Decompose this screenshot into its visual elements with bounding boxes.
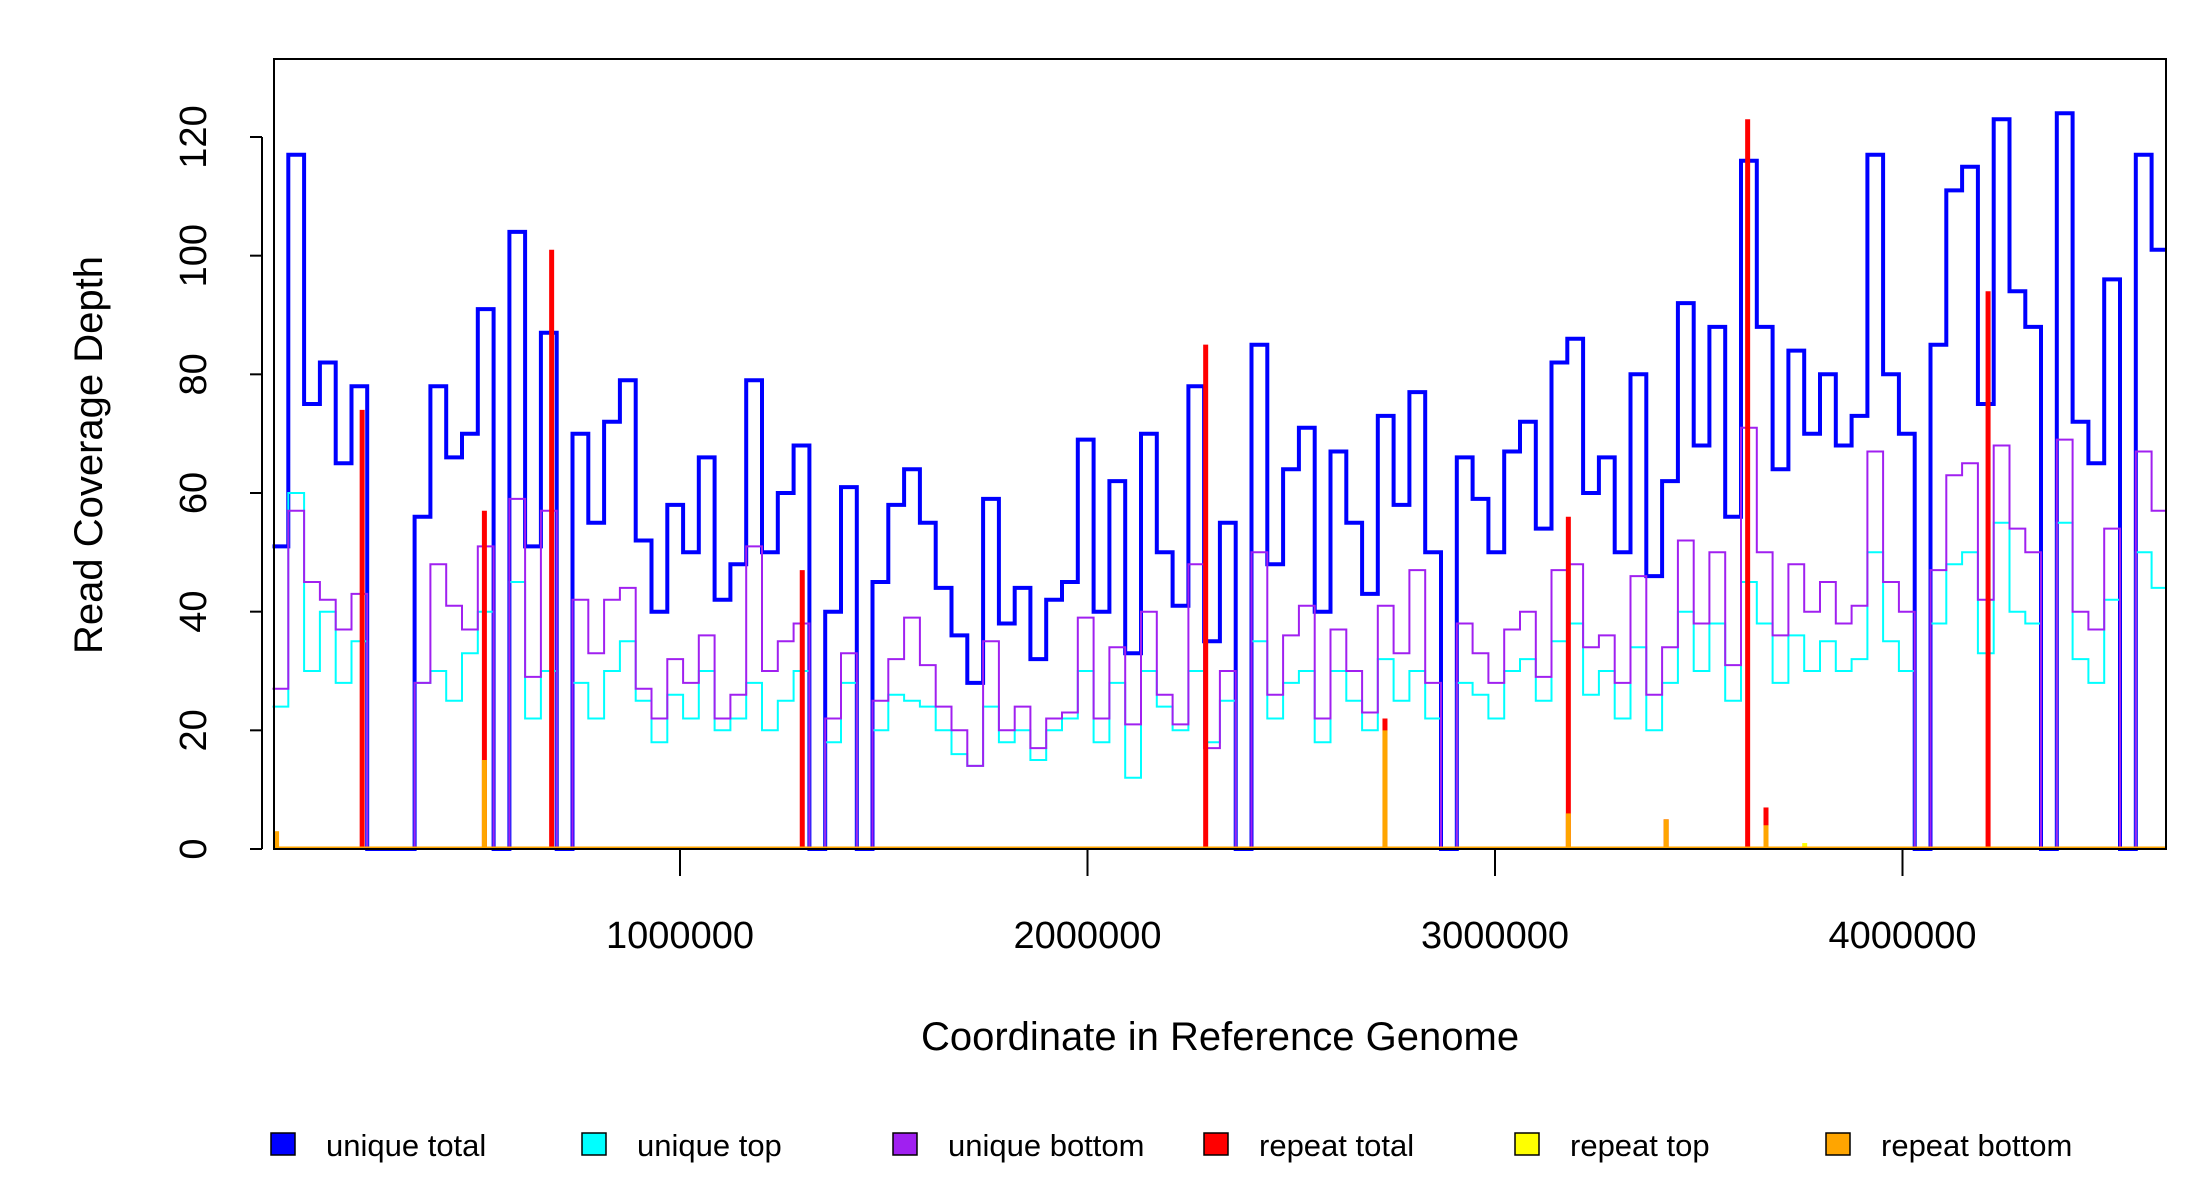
y-axis: 0 20 40 60 80 100 120 [173,105,263,860]
series-line-unique-bottom [272,426,2166,850]
series-line-unique-total [272,111,2166,851]
legend-item: unique total [270,1128,486,1163]
legend-item: repeat total [1203,1128,1414,1163]
x-axis-title: Coordinate in Reference Genome [921,1015,1519,1059]
y-tick-label: 60 [173,472,215,514]
legend-label: repeat total [1259,1128,1414,1163]
legend-label: unique bottom [948,1128,1144,1163]
legend-item: repeat top [1514,1128,1710,1163]
y-tick-label: 20 [173,709,215,751]
legend-swatch [270,1132,296,1156]
legend-item: unique bottom [892,1128,1144,1163]
y-tick-label: 100 [173,224,215,287]
legend-swatch [1203,1132,1229,1156]
y-tick-label: 120 [173,105,215,168]
x-tick-label: 2000000 [1014,915,1162,957]
legend-swatch [1825,1132,1851,1156]
legend-label: repeat top [1570,1128,1710,1163]
y-tick-label: 0 [173,838,215,859]
legend-label: unique top [637,1128,782,1163]
legend-label: unique total [326,1128,486,1163]
x-axis: 1000000 2000000 3000000 4000000 [606,849,1976,957]
x-tick-label: 4000000 [1829,915,1977,957]
legend: unique total unique top unique bottom repea… [270,1128,2072,1163]
legend-swatch [581,1132,607,1156]
series-line-unique-top [272,492,2166,850]
y-tick-label: 80 [173,353,215,395]
legend-swatch [892,1132,918,1156]
x-tick-label: 3000000 [1421,915,1569,957]
plot-frame [273,58,2167,850]
legend-item: unique top [581,1128,782,1163]
y-tick-label: 40 [173,591,215,633]
legend-item: repeat bottom [1825,1128,2072,1163]
y-axis-title: Read Coverage Depth [67,256,111,654]
x-tick-label: 1000000 [606,915,754,957]
series-layer [272,111,2166,851]
legend-label: repeat bottom [1881,1128,2072,1163]
legend-swatch [1514,1132,1540,1156]
